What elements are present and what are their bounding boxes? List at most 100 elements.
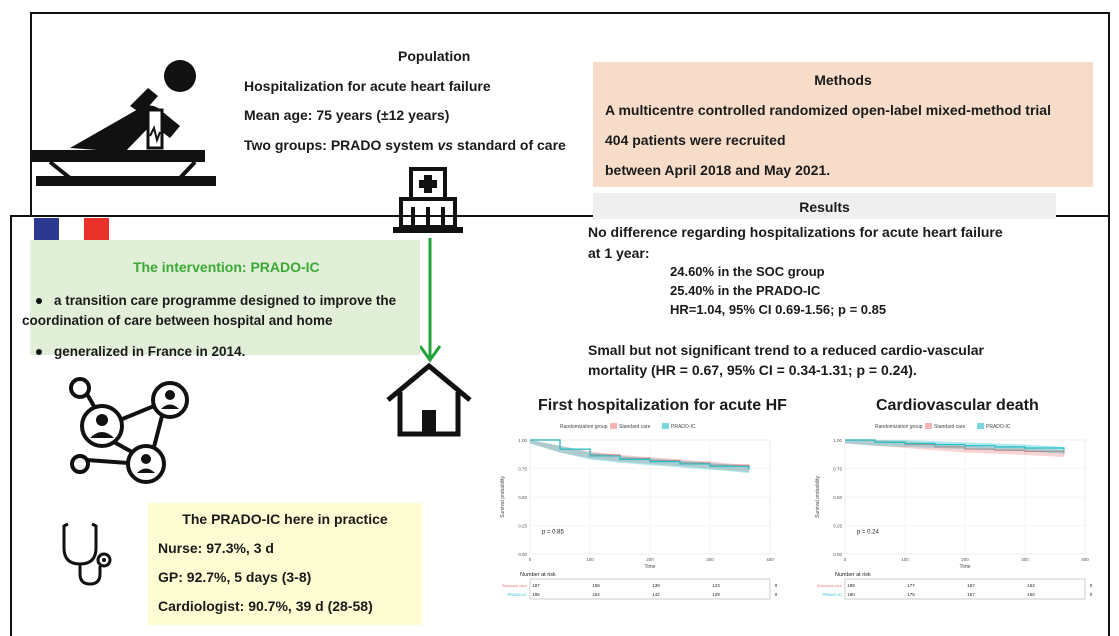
population-line-1: Hospitalization for acute heart failure <box>244 78 491 94</box>
methods-line-2: 404 patients were recruited <box>605 132 786 148</box>
intervention-bullet-1-line-2: coordination of care between hospital an… <box>22 313 333 328</box>
legend-label: PRADO-IC <box>671 424 696 430</box>
groups-prefix: Two groups: PRADO system <box>244 137 438 153</box>
risk-cell: 158 <box>592 583 600 588</box>
practice-title: The PRADO-IC here in practice <box>182 511 388 527</box>
risk-cell: 188 <box>847 583 855 588</box>
x-tick-label: 200 <box>961 557 969 562</box>
bottom-panel-frame <box>10 216 1110 636</box>
practice-box: The PRADO-IC here in practice Nurse: 97.… <box>148 503 422 625</box>
results-line-6: Small but not significant trend to a red… <box>588 342 984 358</box>
risk-table-box <box>529 578 771 600</box>
y-tick-label: 0.25 <box>833 524 842 529</box>
practice-line-3: Cardiologist: 90.7%, 39 d (28-58) <box>158 598 373 614</box>
population-line-2: Mean age: 75 years (±12 years) <box>244 107 450 123</box>
x-tick-label: 300 <box>1021 557 1029 562</box>
risk-cell: 160 <box>1027 592 1035 597</box>
y-tick-label: 0.75 <box>833 467 842 472</box>
chart-2-title: Cardiovascular death <box>876 397 1039 414</box>
risk-cell: 123 <box>712 583 720 588</box>
y-axis-label: Survival probability <box>500 476 506 518</box>
legend-label: Standard care <box>619 424 651 430</box>
results-prado: 25.40% in the PRADO-IC <box>670 283 821 298</box>
practice-line-1: Nurse: 97.3%, 3 d <box>158 540 274 556</box>
x-tick-label: 300 <box>706 557 714 562</box>
intervention-title: The intervention: PRADO-IC <box>133 259 320 275</box>
risk-cell: 0 <box>1090 583 1093 588</box>
risk-cell: 177 <box>907 583 915 588</box>
legend-swatch <box>610 423 617 429</box>
risk-row-label: Standard care <box>502 583 528 588</box>
legend-swatch <box>925 423 932 429</box>
x-tick-label: 200 <box>646 557 654 562</box>
legend-swatch <box>977 423 984 429</box>
x-tick-label: 0 <box>529 557 532 562</box>
risk-cell: 0 <box>1090 592 1093 597</box>
legend-label: Standard care <box>934 424 966 430</box>
chart-2: Randomization group Standard care PRADO-IC… <box>815 423 1093 600</box>
methods-box: Methods A multicentre controlled randomi… <box>593 62 1093 187</box>
legend-title: Randomization group <box>560 424 608 430</box>
results-soc: 24.60% in the SOC group <box>670 264 825 279</box>
confidence-band <box>845 440 1064 458</box>
methods-title: Methods <box>814 72 872 88</box>
intervention-box <box>30 240 420 355</box>
risk-cell: 129 <box>712 592 720 597</box>
house-icon <box>386 362 472 437</box>
practice-line-2: GP: 92.7%, 5 days (3-8) <box>158 569 312 585</box>
green-arrow-icon <box>418 238 442 363</box>
bullet-icon <box>36 298 42 305</box>
y-tick-label: 0.00 <box>833 552 842 557</box>
risk-table-title: Number at risk <box>520 572 556 578</box>
risk-cell: 190 <box>847 592 855 597</box>
chart-1-title: First hospitalization for acute HF <box>538 397 787 414</box>
y-tick-label: 0.50 <box>518 495 527 500</box>
y-tick-label: 0.25 <box>518 524 527 529</box>
stethoscope-icon <box>62 522 112 586</box>
p-value-annotation: p = 0.85 <box>542 529 565 535</box>
intervention-bullet-1: a transition care programme designed to … <box>36 293 396 308</box>
risk-cell: 0 <box>775 583 778 588</box>
chart-1: Randomization group Standard care PRADO-IC… <box>500 423 778 600</box>
risk-cell: 175 <box>907 592 915 597</box>
risk-cell: 187 <box>532 583 540 588</box>
series-line <box>845 439 1065 451</box>
risk-cell: 162 <box>1027 583 1035 588</box>
legend-swatch <box>662 423 669 429</box>
p-value-annotation: p = 0.24 <box>857 529 880 535</box>
confidence-band <box>530 440 749 474</box>
y-axis-label: Survival probability <box>815 476 821 518</box>
risk-row-label: PRADO-IC <box>822 592 842 597</box>
x-tick-label: 0 <box>844 557 847 562</box>
risk-row-label: PRADO-IC <box>507 592 527 597</box>
x-tick-label: 100 <box>901 557 909 562</box>
panel-divider <box>10 215 1110 217</box>
top-panel-frame <box>30 12 1110 217</box>
groups-vs: vs <box>437 137 454 153</box>
results-line-1: No difference regarding hospitalizations… <box>588 224 1003 240</box>
risk-row-label: Standard care <box>817 583 843 588</box>
risk-cell: 0 <box>775 592 778 597</box>
results-title: Results <box>799 199 850 215</box>
patient-bed-icon <box>30 60 216 186</box>
x-axis-label: Time <box>645 564 656 570</box>
bullet-icon <box>36 349 42 356</box>
risk-cell: 139 <box>652 583 660 588</box>
y-tick-label: 0.50 <box>833 495 842 500</box>
risk-cell: 185 <box>532 592 540 597</box>
intervention-bullet-1-line-1: a transition care programme designed to … <box>54 293 397 308</box>
confidence-band <box>845 440 1064 454</box>
results-title-box: Results <box>593 193 1056 219</box>
methods-line-3: between April 2018 and May 2021. <box>605 162 831 178</box>
network-icon <box>69 377 189 484</box>
intervention-bullet-2: generalized in France in 2014. <box>36 344 245 359</box>
risk-cell: 167 <box>967 583 975 588</box>
legend-title: Randomization group <box>875 424 923 430</box>
risk-cell: 142 <box>652 592 660 597</box>
methods-line-1: A multicentre controlled randomized open… <box>605 102 1051 118</box>
x-tick-label: 100 <box>586 557 594 562</box>
population-groups: Two groups: PRADO system vs standard of … <box>244 137 566 153</box>
results-line-2: at 1 year: <box>588 245 650 261</box>
risk-cell: 154 <box>592 592 600 597</box>
risk-table-title: Number at risk <box>835 572 871 578</box>
